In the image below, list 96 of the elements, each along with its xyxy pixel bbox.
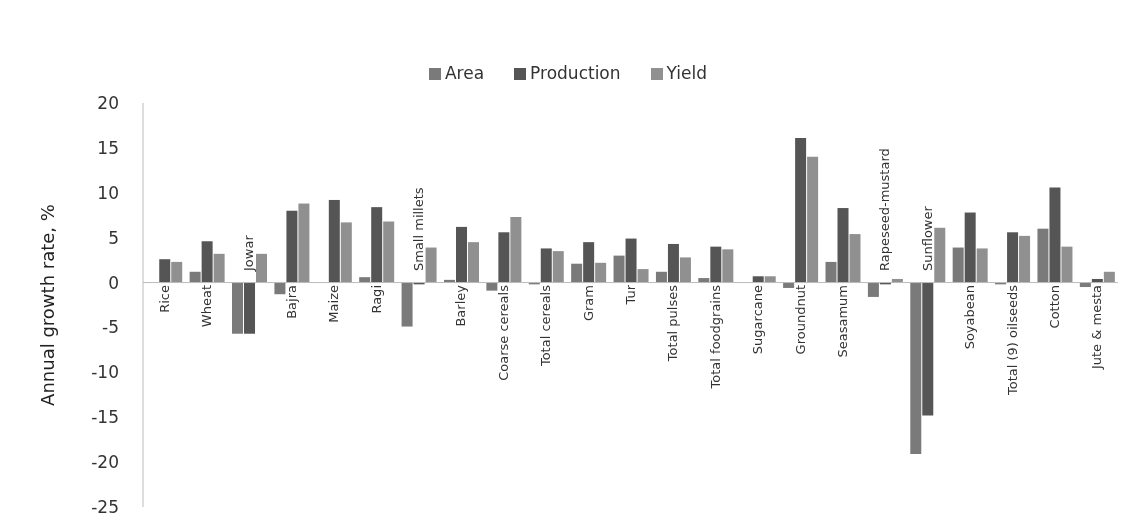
bar <box>1079 282 1091 288</box>
bar <box>722 249 734 283</box>
bar <box>159 259 171 283</box>
bar <box>486 282 498 291</box>
bar <box>213 253 225 283</box>
bar <box>583 242 595 283</box>
bar <box>807 156 819 283</box>
bar <box>371 207 383 283</box>
x-tick-label: Total (9) oilseeds <box>1004 284 1020 397</box>
y-tick-label: 20 <box>97 93 119 114</box>
bar <box>1037 228 1049 283</box>
x-tick-label: Total pulses <box>665 284 681 363</box>
legend-label: Yield <box>666 63 708 83</box>
bar <box>1019 235 1031 283</box>
y-tick-label: -10 <box>91 362 119 383</box>
x-tick-label: Groundnut <box>792 285 808 355</box>
bar <box>710 246 722 283</box>
bar <box>383 221 395 283</box>
bar <box>849 234 861 283</box>
bar <box>286 210 298 283</box>
y-tick-label: 10 <box>97 182 119 203</box>
y-tick-label: -25 <box>91 497 119 518</box>
bar <box>340 222 352 283</box>
bar <box>540 248 552 283</box>
bar <box>922 282 934 416</box>
x-tick-label: Jowar <box>241 234 257 272</box>
bar <box>571 263 583 283</box>
x-tick-label: Sunflower <box>919 205 935 271</box>
bar <box>256 253 268 283</box>
x-tick-label: Maize <box>326 285 342 323</box>
bar <box>552 251 564 283</box>
x-tick-label: Ragi <box>368 285 384 314</box>
bar <box>328 199 340 283</box>
bar <box>964 212 976 283</box>
bar <box>274 282 286 295</box>
y-tick-label: 0 <box>108 272 119 293</box>
x-tick-label: Sugarcane <box>750 285 766 355</box>
bar <box>244 282 256 334</box>
bar <box>698 278 710 283</box>
x-tick-label: Rapeseed-mustard <box>877 148 893 271</box>
y-tick-label: -5 <box>102 317 119 338</box>
bar <box>232 282 244 334</box>
bar <box>795 138 807 283</box>
bar <box>764 276 776 283</box>
bar <box>667 243 679 283</box>
bar <box>867 282 879 297</box>
x-tick-label: Seasamum <box>834 285 850 358</box>
x-tick-label: Bajra <box>283 285 299 319</box>
bar <box>934 227 946 283</box>
bar <box>679 257 691 283</box>
bar <box>837 208 849 283</box>
x-tick-label: Cotton <box>1046 285 1062 329</box>
legend-label: Production <box>530 63 621 83</box>
x-tick-label: Tur <box>623 284 638 306</box>
bar <box>910 282 922 455</box>
x-tick-label: Total cereals <box>538 284 554 368</box>
y-tick-label: -20 <box>91 452 119 473</box>
x-tick-label: Barley <box>453 284 469 327</box>
bar <box>1049 187 1061 283</box>
bar <box>171 261 183 283</box>
bar <box>613 255 625 283</box>
bar <box>783 282 795 288</box>
bar <box>595 262 607 283</box>
bar <box>401 282 413 327</box>
bar <box>425 247 437 283</box>
x-tick-label: Gram <box>580 285 596 322</box>
legend-label: Area <box>444 63 485 83</box>
bar <box>1007 232 1019 283</box>
bar <box>510 217 522 283</box>
bar <box>752 276 764 283</box>
bar <box>1061 246 1073 283</box>
x-tick-label: Soyabean <box>962 285 978 350</box>
bar <box>625 238 637 283</box>
x-tick-label: Rice <box>156 285 172 313</box>
x-tick-label: Small millets <box>411 187 427 271</box>
bar <box>976 248 988 283</box>
y-tick-label: 5 <box>108 227 119 248</box>
bar <box>952 247 964 283</box>
bar <box>359 277 371 283</box>
bar <box>467 242 479 283</box>
bar <box>455 226 467 283</box>
bar <box>655 271 667 283</box>
x-tick-label: Wheat <box>199 285 215 328</box>
bar <box>825 261 837 283</box>
bar <box>1103 271 1115 283</box>
bar <box>498 232 510 283</box>
x-tick-label: Total foodgrains <box>707 284 723 390</box>
y-axis-title: Annual growth rate, % <box>37 204 59 406</box>
x-tick-label: Coarse cereals <box>495 284 511 381</box>
bar <box>298 203 310 283</box>
x-tick-label: Jute & mesta <box>1089 285 1105 371</box>
bar <box>189 271 201 283</box>
bar <box>637 269 649 283</box>
y-tick-label: -15 <box>91 407 119 428</box>
bar <box>201 241 213 283</box>
y-tick-label: 15 <box>97 137 119 158</box>
